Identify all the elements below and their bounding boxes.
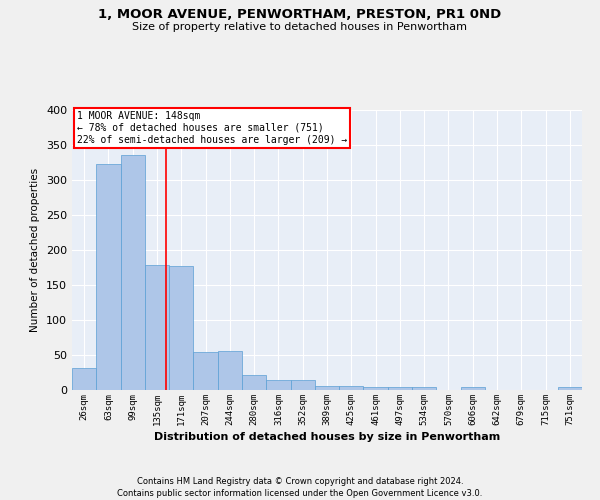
Bar: [193, 352, 218, 390]
Bar: [96, 164, 121, 390]
Bar: [290, 380, 315, 390]
Bar: [339, 386, 364, 390]
Bar: [145, 266, 169, 390]
Bar: [242, 374, 266, 390]
Bar: [266, 380, 290, 390]
Bar: [558, 387, 582, 390]
Text: Size of property relative to detached houses in Penwortham: Size of property relative to detached ho…: [133, 22, 467, 32]
Text: Contains HM Land Registry data © Crown copyright and database right 2024.: Contains HM Land Registry data © Crown c…: [137, 478, 463, 486]
Text: 1, MOOR AVENUE, PENWORTHAM, PRESTON, PR1 0ND: 1, MOOR AVENUE, PENWORTHAM, PRESTON, PR1…: [98, 8, 502, 20]
Text: 1 MOOR AVENUE: 148sqm
← 78% of detached houses are smaller (751)
22% of semi-det: 1 MOOR AVENUE: 148sqm ← 78% of detached …: [77, 112, 347, 144]
Bar: [121, 156, 145, 390]
Bar: [315, 386, 339, 390]
Bar: [412, 387, 436, 390]
Bar: [72, 368, 96, 390]
Bar: [169, 266, 193, 390]
Bar: [388, 386, 412, 390]
Bar: [461, 387, 485, 390]
Bar: [364, 386, 388, 390]
Y-axis label: Number of detached properties: Number of detached properties: [31, 168, 40, 332]
Bar: [218, 351, 242, 390]
Text: Distribution of detached houses by size in Penwortham: Distribution of detached houses by size …: [154, 432, 500, 442]
Text: Contains public sector information licensed under the Open Government Licence v3: Contains public sector information licen…: [118, 489, 482, 498]
